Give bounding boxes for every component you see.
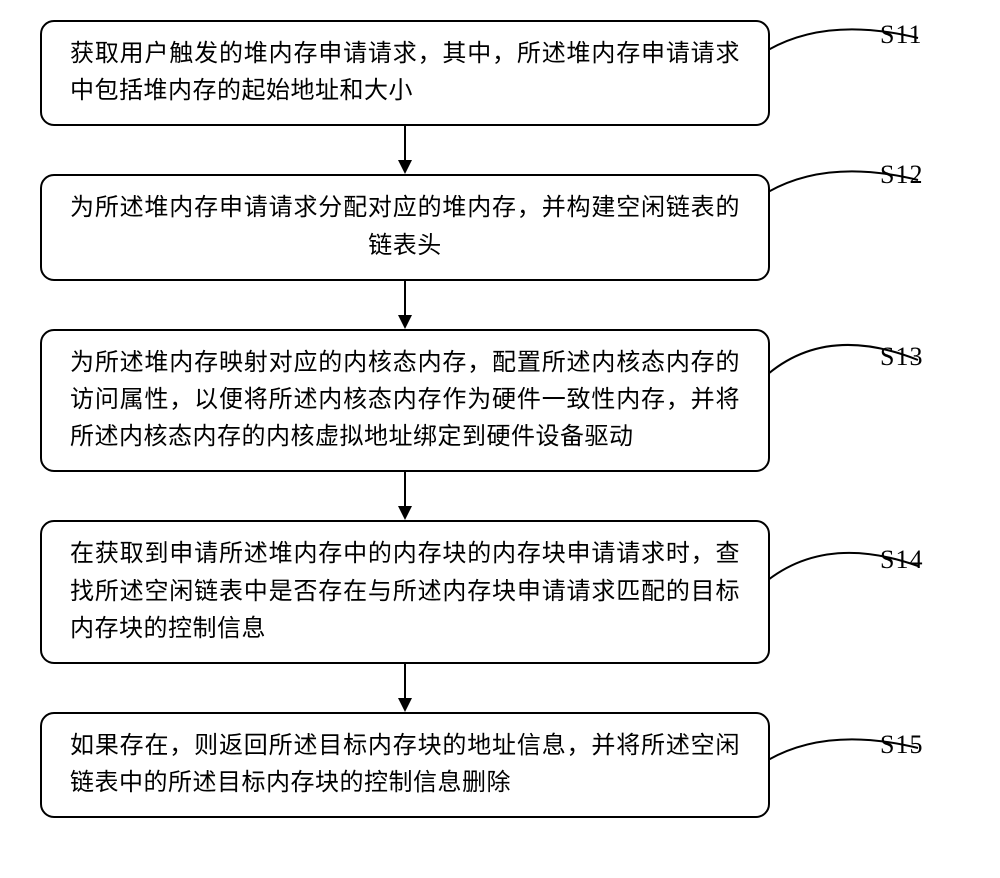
step-text: 获取用户触发的堆内存申请请求，其中，所述堆内存申请请求中包括堆内存的起始地址和大… [70,36,740,110]
step-box-s11: 获取用户触发的堆内存申请请求，其中，所述堆内存申请请求中包括堆内存的起始地址和大… [40,20,770,126]
step-box-s13: 为所述堆内存映射对应的内核态内存，配置所述内核态内存的访问属性，以便将所述内核态… [40,329,770,473]
step-text: 为所述堆内存申请请求分配对应的堆内存，并构建空闲链表的链表头 [70,190,740,264]
arrow-s11-s12 [40,126,770,174]
label-s15: S15 [880,730,923,760]
arrow-s12-s13 [40,281,770,329]
label-s12: S12 [880,160,923,190]
arrow-s14-s15 [40,664,770,712]
label-s14: S14 [880,545,923,575]
step-text: 如果存在，则返回所述目标内存块的地址信息，并将所述空闲链表中的所述目标内存块的控… [70,728,740,802]
step-text: 在获取到申请所述堆内存中的内存块的内存块申请请求时，查找所述空闲链表中是否存在与… [70,536,740,648]
label-s13: S13 [880,342,923,372]
step-text: 为所述堆内存映射对应的内核态内存，配置所述内核态内存的访问属性，以便将所述内核态… [70,345,740,457]
step-box-s15: 如果存在，则返回所述目标内存块的地址信息，并将所述空闲链表中的所述目标内存块的控… [40,712,770,818]
step-box-s14: 在获取到申请所述堆内存中的内存块的内存块申请请求时，查找所述空闲链表中是否存在与… [40,520,770,664]
arrow-s13-s14 [40,472,770,520]
label-s11: S11 [880,20,923,50]
step-box-s12: 为所述堆内存申请请求分配对应的堆内存，并构建空闲链表的链表头 [40,174,770,280]
flowchart-container: 获取用户触发的堆内存申请请求，其中，所述堆内存申请请求中包括堆内存的起始地址和大… [40,20,960,818]
